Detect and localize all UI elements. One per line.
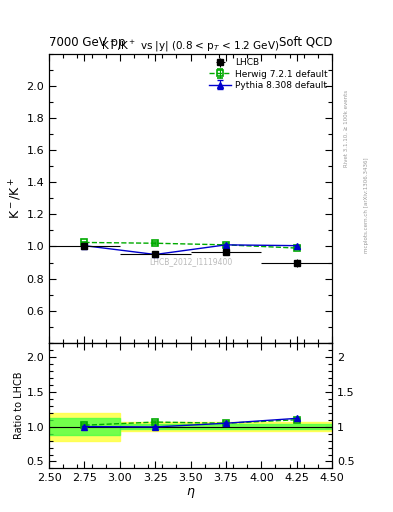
Title: K$^-$/K$^+$ vs |y| (0.8 < p$_{T}$ < 1.2 GeV): K$^-$/K$^+$ vs |y| (0.8 < p$_{T}$ < 1.2 …	[101, 39, 280, 54]
Text: Rivet 3.1.10, ≥ 100k events: Rivet 3.1.10, ≥ 100k events	[344, 90, 349, 166]
Text: 7000 GeV pp: 7000 GeV pp	[49, 36, 126, 49]
Text: LHCB_2012_I1119400: LHCB_2012_I1119400	[149, 258, 232, 266]
Bar	[49, 418, 120, 435]
Y-axis label: Ratio to LHCB: Ratio to LHCB	[14, 372, 24, 439]
Y-axis label: K$^-$/K$^+$: K$^-$/K$^+$	[7, 177, 24, 219]
Text: Soft QCD: Soft QCD	[279, 36, 332, 49]
X-axis label: $\eta$: $\eta$	[186, 486, 195, 500]
Legend: LHCB, Herwig 7.2.1 default, Pythia 8.308 default: LHCB, Herwig 7.2.1 default, Pythia 8.308…	[207, 56, 329, 92]
Bar	[120, 422, 332, 431]
Bar	[49, 413, 120, 440]
Text: mcplots.cern.ch [arXiv:1306.3436]: mcplots.cern.ch [arXiv:1306.3436]	[364, 157, 369, 252]
Bar	[120, 424, 332, 429]
